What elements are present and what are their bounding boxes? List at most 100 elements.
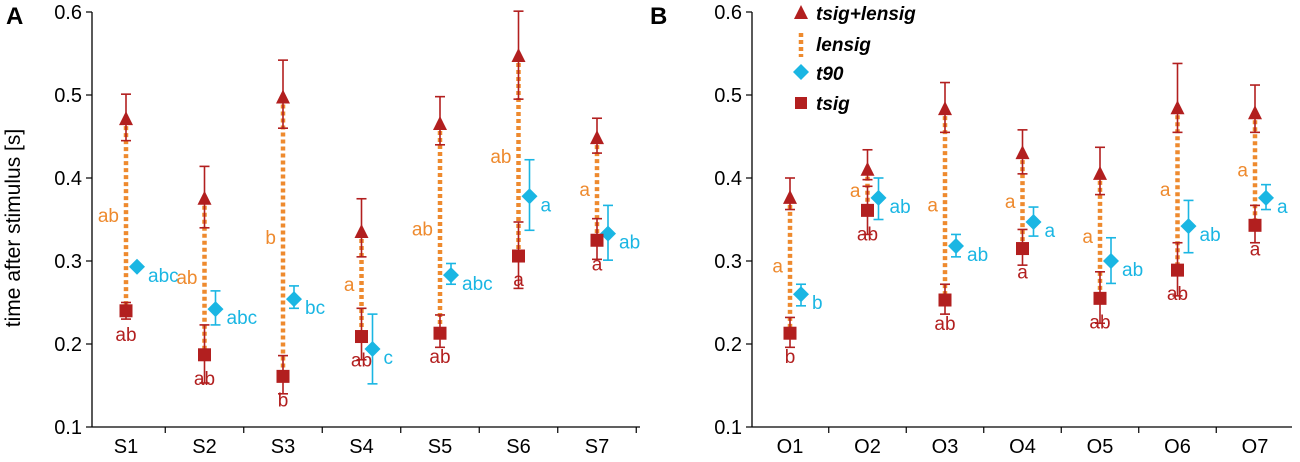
- tsig-point: [590, 233, 604, 247]
- x-tick-label: S2: [192, 436, 216, 457]
- t90-letter: ab: [890, 197, 911, 218]
- tsig-point: [119, 304, 133, 318]
- t90-letter: a: [1045, 221, 1056, 242]
- lensig-letter: a: [344, 275, 355, 296]
- tsig-point: [276, 369, 290, 383]
- y-tick-label: 0.2: [54, 334, 82, 356]
- x-tick-label: O6: [1164, 436, 1191, 457]
- tsig-letter: ab: [351, 351, 372, 372]
- t90-point: [1103, 253, 1119, 269]
- lensig-letter: ab: [412, 220, 433, 241]
- t90-letter: ab: [1200, 225, 1221, 246]
- t90-letter: ab: [967, 245, 988, 266]
- t90-point: [870, 189, 887, 206]
- legend-t90-label: t90: [816, 64, 844, 85]
- tsig-letter: b: [785, 347, 796, 368]
- tsig-lensig-point: [511, 47, 526, 62]
- t90-letter: a: [1277, 197, 1288, 218]
- panel-b: 0.10.20.30.40.50.6O1 O2 O3 O4 O5 O6 O7abbaabab…: [714, 2, 1292, 458]
- y-tick-label: 0.5: [54, 85, 82, 107]
- t90-letter: b: [812, 293, 823, 314]
- lensig-letter: ab: [176, 268, 197, 289]
- tsig-letter: ab: [194, 369, 215, 390]
- tsig-letter: a: [592, 254, 603, 275]
- tsig-point: [1171, 263, 1184, 277]
- tsig-lensig-point: [1248, 105, 1262, 120]
- legend-t90-marker: [793, 64, 809, 80]
- tsig-point: [783, 326, 797, 340]
- lensig-letter: a: [1237, 160, 1248, 181]
- t90-letter: abc: [462, 274, 493, 295]
- x-tick-label: S4: [349, 436, 373, 457]
- lensig-letter: a: [927, 196, 938, 217]
- tsig-lensig-point: [354, 223, 369, 238]
- tsig-lensig-point: [1170, 100, 1185, 115]
- tsig-point: [433, 326, 447, 340]
- tsig-letter: a: [1017, 263, 1028, 284]
- tsig-point: [198, 348, 211, 362]
- t90-point: [1258, 189, 1274, 206]
- tsig-lensig-point: [590, 130, 604, 145]
- x-tick-label: O1: [777, 436, 804, 457]
- tsig-point: [355, 330, 368, 344]
- t90-point: [948, 238, 964, 255]
- tsig-point: [512, 249, 525, 263]
- t90-letter: a: [541, 195, 552, 216]
- lensig-letter: a: [772, 257, 783, 278]
- legend-tsig-lensig-label: tsig+lensig: [816, 4, 916, 25]
- t90-letter: abc: [148, 266, 179, 287]
- legend-tsig-lensig-marker: [794, 5, 808, 19]
- panel-label-a: A: [6, 3, 23, 30]
- lensig-letter: b: [265, 228, 276, 249]
- x-tick-label: S5: [428, 436, 452, 457]
- t90-point: [521, 188, 538, 205]
- x-tick-label: O4: [1009, 436, 1036, 457]
- y-axis-label-a: time after stimulus [s]: [2, 129, 25, 327]
- legend-tsig-marker: [795, 97, 807, 109]
- lensig-letter: a: [1082, 227, 1093, 248]
- tsig-lensig-point: [197, 190, 212, 205]
- tsig-lensig-point: [783, 189, 797, 204]
- y-tick-label: 0.3: [714, 251, 742, 273]
- y-tick-label: 0.5: [714, 85, 742, 107]
- x-tick-label: O5: [1087, 436, 1114, 457]
- y-tick-label: 0.4: [54, 168, 82, 190]
- tsig-lensig-point: [119, 111, 133, 126]
- panel-label-b: B: [650, 3, 667, 30]
- x-tick-label: O7: [1242, 436, 1269, 457]
- tsig-lensig-point: [276, 89, 290, 104]
- t90-point: [793, 286, 809, 303]
- lensig-letter: ab: [490, 147, 511, 168]
- t90-point: [207, 301, 224, 318]
- lensig-letter: ab: [98, 206, 119, 227]
- tsig-letter: b: [278, 390, 289, 411]
- x-tick-label: O2: [854, 436, 881, 457]
- tsig-lensig-point: [1015, 145, 1030, 160]
- panel-a: 0.10.20.30.40.50.6S1 S2 S3 S4 S5 S6 S7ababcaba…: [54, 2, 640, 458]
- t90-point: [1180, 218, 1197, 235]
- legend: tsig+lensig lensig t90 tsig: [793, 4, 916, 115]
- lensig-letter: a: [850, 181, 861, 202]
- tsig-letter: ab: [934, 314, 955, 335]
- x-tick-label: S3: [271, 436, 295, 457]
- t90-point: [286, 291, 302, 308]
- x-tick-label: O3: [932, 436, 959, 457]
- y-tick-label: 0.1: [714, 417, 742, 439]
- tsig-lensig-point: [433, 116, 447, 131]
- lensig-letter: a: [1005, 192, 1016, 213]
- tsig-letter: a: [513, 270, 524, 291]
- legend-lensig-label: lensig: [816, 35, 871, 56]
- tsig-lensig-point: [938, 101, 952, 116]
- t90-point: [129, 258, 145, 275]
- legend-tsig-label: tsig: [816, 94, 850, 115]
- t90-point: [600, 225, 616, 242]
- tsig-point: [1093, 291, 1107, 305]
- t90-point: [1025, 213, 1042, 230]
- y-tick-label: 0.4: [714, 168, 742, 190]
- t90-letter: bc: [305, 298, 325, 319]
- t90-letter: c: [384, 348, 394, 369]
- lensig-letter: a: [1160, 180, 1171, 201]
- tsig-letter: ab: [857, 224, 878, 245]
